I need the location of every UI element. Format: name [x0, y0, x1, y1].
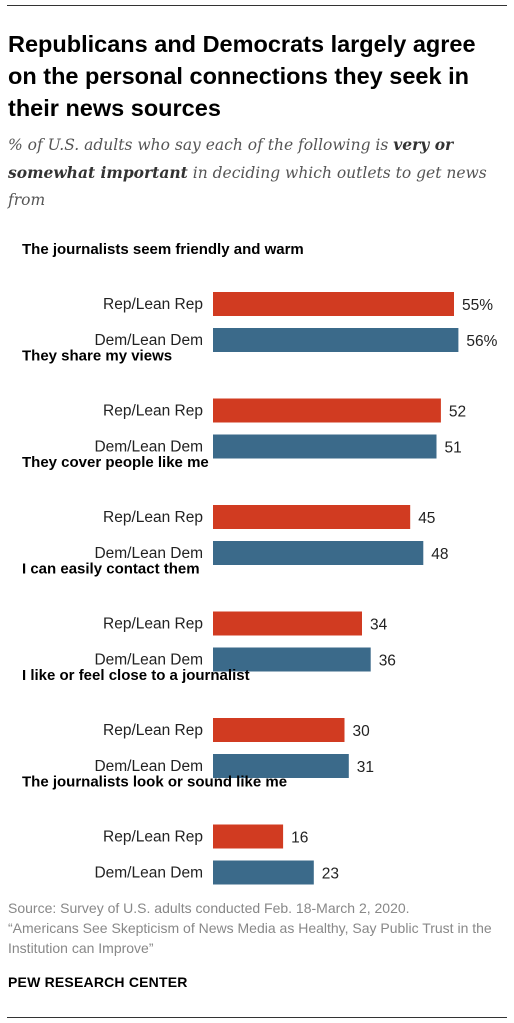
bar: [213, 611, 362, 636]
chart-subtitle: % of U.S. adults who say each of the fol…: [8, 131, 508, 214]
source-line-report: “Americans See Skepticism of News Media …: [8, 920, 492, 956]
data-label: 34: [370, 617, 388, 634]
data-label: 55%: [462, 297, 493, 314]
data-label: 30: [353, 723, 371, 740]
bar: [213, 860, 314, 885]
data-label: 52: [449, 404, 466, 421]
source-line-survey: Source: Survey of U.S. adults conducted …: [8, 900, 410, 916]
series-label: Dem/Lean Dem: [94, 545, 203, 562]
bar: [213, 718, 345, 742]
bar: [213, 541, 424, 565]
data-label: 16: [291, 830, 308, 847]
pew-research-center-logo: PEW RESEARCH CENTER: [8, 974, 188, 990]
series-label: Dem/Lean Dem: [94, 439, 203, 456]
data-label: 51: [445, 440, 462, 457]
bar: [213, 505, 411, 529]
chart-title: Republicans and Democrats largely agree …: [8, 31, 476, 121]
category-label: They share my views: [22, 348, 172, 365]
series-label: Rep/Lean Rep: [103, 296, 203, 313]
series-label: Dem/Lean Dem: [94, 758, 203, 775]
series-label: Rep/Lean Rep: [103, 616, 203, 633]
data-label: 45: [418, 510, 435, 527]
category-label: I like or feel close to a journalist: [22, 667, 250, 684]
subtitle-text-start: % of U.S. adults who say each of the fol…: [8, 136, 394, 154]
series-label: Rep/Lean Rep: [103, 509, 203, 526]
bar: [213, 292, 454, 316]
bar: [213, 398, 441, 423]
bar: [213, 754, 349, 778]
series-label: Rep/Lean Rep: [103, 403, 203, 420]
top-rule: [7, 5, 507, 6]
bar: [213, 824, 284, 849]
data-label: 56%: [466, 333, 497, 350]
category-label: The journalists look or sound like me: [22, 774, 287, 791]
series-label: Rep/Lean Rep: [103, 829, 203, 846]
category-label: They cover people like me: [22, 454, 209, 471]
subtitle-emphasis: very or somewhat important: [8, 135, 454, 182]
bottom-rule: [7, 1017, 507, 1018]
bar: [213, 434, 437, 459]
bar: [213, 647, 371, 672]
series-label: Rep/Lean Rep: [103, 722, 203, 739]
category-label: The journalists seem friendly and warm: [22, 241, 304, 258]
bar-chart: The journalists seem friendly and warm Re…: [22, 241, 498, 885]
data-label: 23: [322, 866, 339, 883]
category-label: I can easily contact them: [22, 561, 200, 578]
source-note: Source: Survey of U.S. adults conducted …: [8, 898, 503, 958]
subtitle-text-end: in deciding which outlets to get news fr…: [8, 164, 487, 209]
bar: [213, 328, 459, 352]
data-label: 36: [379, 653, 396, 670]
series-label: Dem/Lean Dem: [94, 652, 203, 669]
data-label: 48: [431, 546, 448, 563]
series-label: Dem/Lean Dem: [94, 865, 203, 882]
data-label: 31: [357, 759, 374, 776]
series-label: Dem/Lean Dem: [94, 332, 203, 349]
